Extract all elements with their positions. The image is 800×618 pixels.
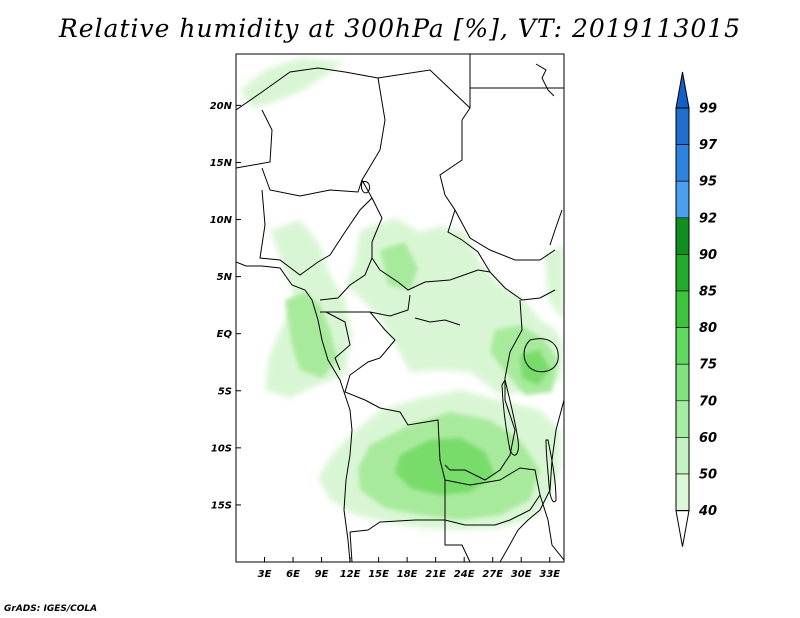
colorbar-level-label: 60 bbox=[699, 431, 717, 446]
lon-label: 9E bbox=[315, 569, 329, 580]
coastline-west bbox=[236, 261, 353, 562]
colorbar-box bbox=[675, 327, 690, 365]
colorbar-box bbox=[675, 290, 690, 328]
lon-label: 12E bbox=[340, 569, 361, 580]
colorbar-level-label: 85 bbox=[699, 285, 717, 300]
colorbar-level-label: 95 bbox=[699, 175, 717, 190]
colorbar-level-label: 50 bbox=[699, 468, 717, 483]
humidity-peak-east bbox=[520, 350, 550, 385]
lat-label: 15N bbox=[210, 158, 233, 169]
colorbar-level-label: 92 bbox=[699, 211, 717, 226]
border-mozambique bbox=[539, 494, 564, 561]
lat-label: 10S bbox=[211, 443, 232, 454]
colorbar-box bbox=[675, 217, 690, 255]
lake-tanganyika bbox=[501, 378, 519, 456]
lake-malawi bbox=[545, 439, 557, 503]
colorbar-level-label: 40 bbox=[698, 504, 717, 519]
colorbar-bottom-triangle bbox=[675, 510, 690, 547]
border-libya-chad bbox=[377, 69, 471, 121]
colorbar-box bbox=[675, 437, 690, 475]
lon-label: 18E bbox=[397, 569, 418, 580]
map-title: Relative humidity at 300hPa [%], VT: 201… bbox=[58, 14, 742, 43]
colorbar-box bbox=[675, 473, 690, 511]
humidity-shading bbox=[240, 58, 563, 530]
humidity-peak-south bbox=[395, 438, 495, 495]
lat-label: 15S bbox=[211, 500, 232, 511]
border-botswana bbox=[444, 520, 471, 562]
lat-label: 5S bbox=[218, 386, 232, 397]
coastline-east bbox=[499, 399, 564, 562]
border-mauritania-mali bbox=[236, 67, 379, 111]
latitude-axis: 20N 15N 10N 5N EQ 5S 10S 15S bbox=[210, 101, 241, 511]
humidity-area-east bbox=[545, 245, 563, 320]
lat-label: EQ bbox=[217, 329, 233, 340]
lon-label: 27E bbox=[482, 569, 503, 580]
lon-label: 21E bbox=[425, 569, 446, 580]
grads-credit: GrADS: IGES/COLA bbox=[4, 604, 98, 614]
lon-label: 3E bbox=[258, 569, 272, 580]
colorbar-level-label: 97 bbox=[699, 138, 718, 153]
colorbar: 99 97 95 92 90 85 80 75 70 60 50 40 bbox=[675, 71, 718, 547]
humidity-core-gulf bbox=[285, 292, 338, 378]
border-angola bbox=[349, 399, 446, 533]
lake-chad bbox=[361, 181, 371, 194]
border-namibia-botswana bbox=[349, 531, 353, 562]
border-sudan-ethiopia bbox=[549, 209, 563, 246]
lake-victoria bbox=[523, 338, 559, 373]
country-borders bbox=[236, 54, 564, 562]
humidity-core-central bbox=[380, 242, 418, 290]
border-chad-nigeria bbox=[319, 197, 383, 301]
colorbar-level-label: 80 bbox=[699, 321, 717, 336]
lon-label: 6E bbox=[286, 569, 300, 580]
border-sudan-south bbox=[454, 209, 556, 261]
colorbar-top-triangle bbox=[675, 71, 690, 109]
colorbar-box bbox=[675, 363, 690, 402]
red-sea-coast bbox=[535, 63, 555, 97]
border-car bbox=[371, 257, 556, 301]
border-nigeria bbox=[259, 179, 373, 276]
colorbar-box bbox=[675, 144, 690, 182]
colorbar-box bbox=[675, 254, 690, 292]
colorbar-outline bbox=[675, 107, 690, 512]
lon-label: 24E bbox=[454, 569, 475, 580]
border-niger-north bbox=[261, 77, 386, 197]
colorbar-box bbox=[675, 400, 690, 438]
congo-river bbox=[414, 317, 461, 326]
colorbar-level-label: 90 bbox=[699, 248, 717, 263]
border-congo-drc bbox=[344, 311, 396, 401]
border-drc-east bbox=[444, 299, 523, 481]
colorbar-level-label: 99 bbox=[699, 102, 717, 117]
border-gabon bbox=[325, 311, 351, 371]
lat-label: 10N bbox=[210, 215, 233, 226]
colorbar-level-label: 70 bbox=[699, 394, 717, 409]
longitude-axis: 3E 6E 9E 12E 15E 18E 21E 24E 27E 30E 33E bbox=[258, 557, 560, 580]
lat-label: 5N bbox=[217, 272, 233, 283]
border-cameroon-congo bbox=[320, 294, 411, 317]
humidity-area-north bbox=[240, 58, 345, 108]
colorbar-level-label: 75 bbox=[699, 358, 717, 373]
lat-label: 20N bbox=[210, 101, 233, 112]
border-mali-niger bbox=[236, 109, 273, 169]
lon-label: 30E bbox=[511, 569, 532, 580]
colorbar-box bbox=[675, 107, 690, 145]
colorbar-box bbox=[675, 180, 690, 219]
lon-label: 33E bbox=[539, 569, 560, 580]
lon-label: 15E bbox=[368, 569, 389, 580]
map-frame bbox=[235, 53, 565, 563]
